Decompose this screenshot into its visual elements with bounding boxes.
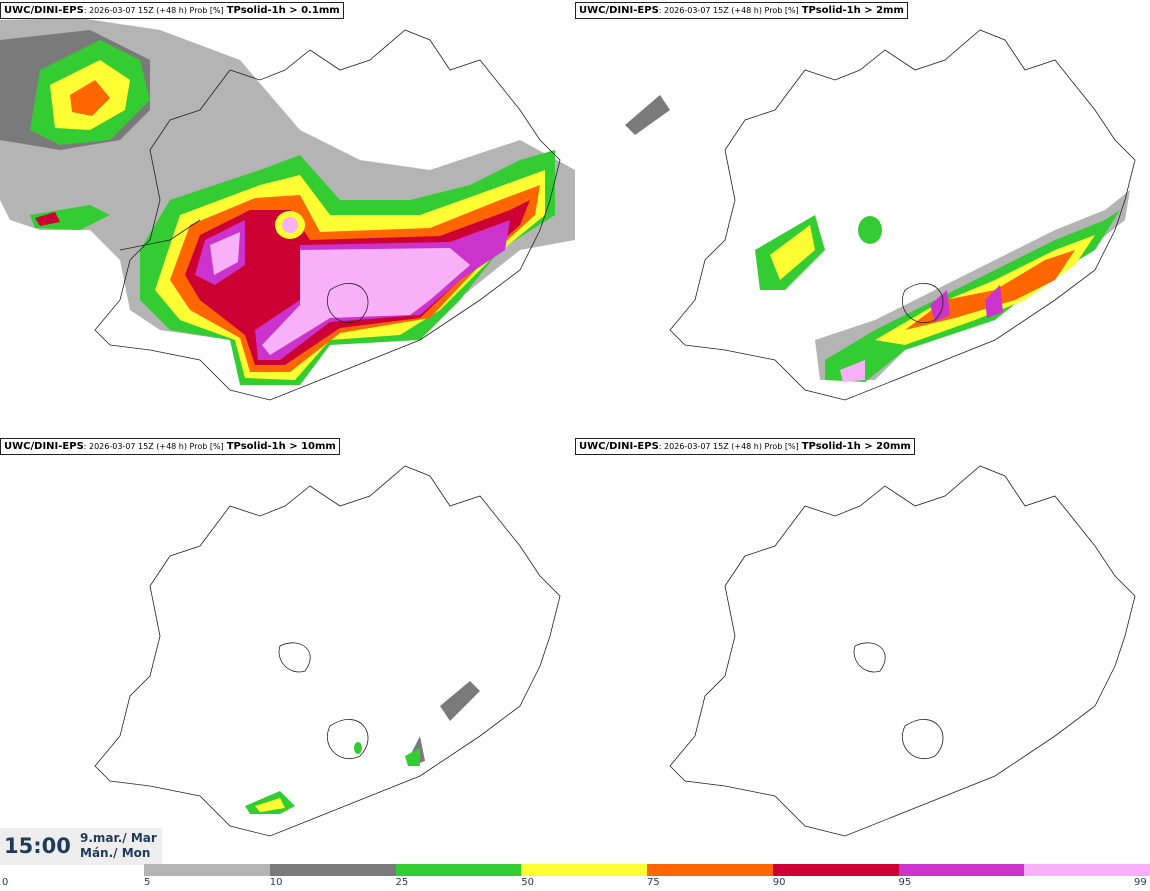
iceland-map bbox=[94, 465, 561, 837]
probability-field bbox=[245, 681, 480, 814]
colorbar-segment bbox=[772, 864, 899, 876]
valid-time-box: 15:00 9.mar./ Mar Mán./ Mon bbox=[0, 828, 162, 865]
valid-date-line1: 9.mar./ Mar bbox=[80, 831, 157, 845]
variable-label: TPsolid-1h > 20mm bbox=[801, 441, 911, 452]
colorbar-tick-label: 99 bbox=[1134, 877, 1147, 888]
coastline bbox=[94, 29, 561, 401]
colorbar-segment bbox=[269, 864, 396, 876]
colorbar-segment bbox=[395, 864, 522, 876]
coastline bbox=[669, 465, 1136, 837]
panel-title: UWC/DINI-EPS: 2026-03-07 15Z (+48 h) Pro… bbox=[0, 438, 340, 455]
run-meta: : 2026-03-07 15Z (+48 h) Prob [%] bbox=[83, 442, 224, 451]
map-panel-10mm: UWC/DINI-EPS: 2026-03-07 15Z (+48 h) Pro… bbox=[0, 436, 575, 872]
colorbar-tick-label: 10 bbox=[269, 877, 283, 888]
iceland-map bbox=[0, 18, 575, 401]
colorbar-tick-label: 0 bbox=[2, 877, 9, 888]
colorbar-segment bbox=[144, 864, 270, 876]
coastline bbox=[669, 29, 1136, 401]
variable-label: TPsolid-1h > 0.1mm bbox=[226, 5, 340, 16]
valid-date-line2: Mán./ Mon bbox=[80, 846, 151, 860]
run-meta: : 2026-03-07 15Z (+48 h) Prob [%] bbox=[658, 6, 799, 15]
colorbar-segment bbox=[521, 864, 647, 876]
model-label: UWC/DINI-EPS bbox=[579, 5, 659, 16]
map-panel-20mm: UWC/DINI-EPS: 2026-03-07 15Z (+48 h) Pro… bbox=[575, 436, 1150, 872]
model-label: UWC/DINI-EPS bbox=[579, 441, 659, 452]
colorbar-segment bbox=[647, 864, 773, 876]
run-meta: : 2026-03-07 15Z (+48 h) Prob [%] bbox=[658, 442, 799, 451]
colorbar-tick-label: 5 bbox=[144, 877, 151, 888]
variable-label: TPsolid-1h > 10mm bbox=[226, 441, 336, 452]
coastline bbox=[94, 465, 561, 837]
model-label: UWC/DINI-EPS bbox=[4, 441, 84, 452]
colorbar-tick-label: 25 bbox=[395, 877, 409, 888]
model-label: UWC/DINI-EPS bbox=[4, 5, 84, 16]
panel-title: UWC/DINI-EPS: 2026-03-07 15Z (+48 h) Pro… bbox=[575, 2, 908, 19]
panel-title: UWC/DINI-EPS: 2026-03-07 15Z (+48 h) Pro… bbox=[575, 438, 915, 455]
valid-time-clock: 15:00 bbox=[4, 834, 71, 858]
colorbar-tick-label: 95 bbox=[898, 877, 912, 888]
colorbar-tick-label: 75 bbox=[647, 877, 660, 888]
colorbar-segment bbox=[898, 864, 1025, 876]
colorbar-tick-label: 50 bbox=[521, 877, 534, 888]
probability-colorbar bbox=[144, 864, 1150, 876]
colorbar-segment bbox=[1024, 864, 1150, 876]
colorbar-tick-label: 90 bbox=[772, 877, 786, 888]
panel-title: UWC/DINI-EPS: 2026-03-07 15Z (+48 h) Pro… bbox=[0, 2, 344, 19]
map-panel-2mm: UWC/DINI-EPS: 2026-03-07 15Z (+48 h) Pro… bbox=[575, 0, 1150, 436]
probability-field bbox=[0, 18, 575, 385]
map-panel-0.1mm: UWC/DINI-EPS: 2026-03-07 15Z (+48 h) Pro… bbox=[0, 0, 575, 436]
iceland-map bbox=[669, 465, 1136, 837]
variable-label: TPsolid-1h > 2mm bbox=[801, 5, 904, 16]
probability-field bbox=[625, 95, 1130, 382]
run-meta: : 2026-03-07 15Z (+48 h) Prob [%] bbox=[83, 6, 224, 15]
iceland-map bbox=[625, 29, 1136, 401]
